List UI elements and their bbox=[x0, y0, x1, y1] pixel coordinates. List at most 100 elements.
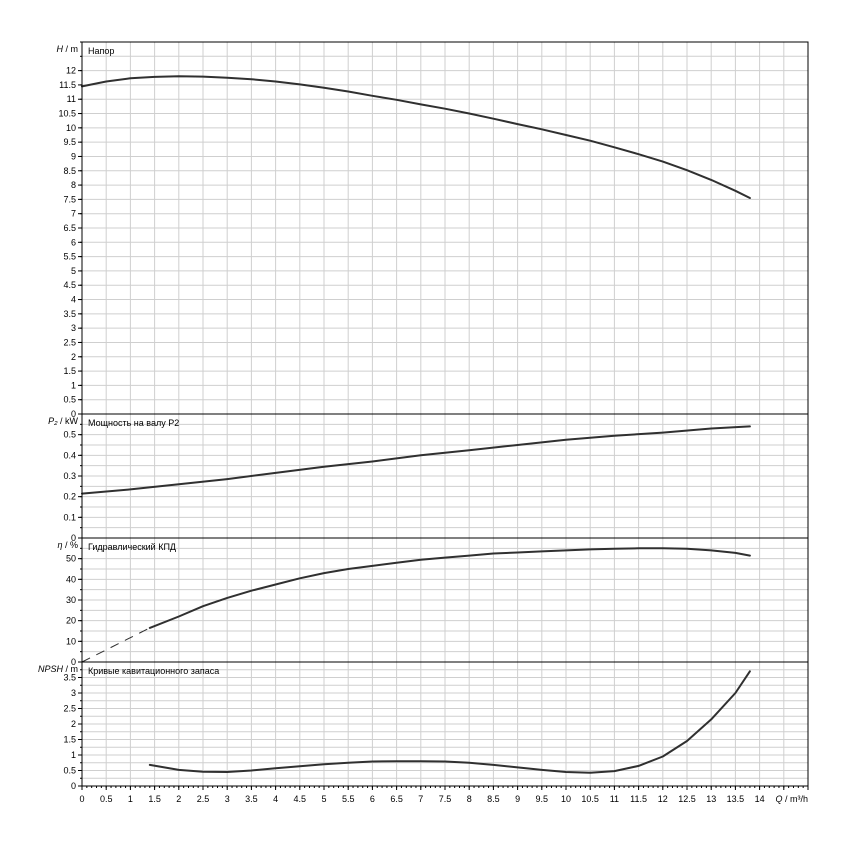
power-curve bbox=[81, 425, 751, 495]
head-curve bbox=[81, 75, 751, 199]
x-tick-label: 6 bbox=[370, 794, 375, 804]
x-tick-label: 4 bbox=[273, 794, 278, 804]
efficiency-ytick-label: 0 bbox=[71, 657, 76, 667]
head-ytick-label: 3.5 bbox=[63, 309, 76, 319]
head-ytick-label: 10 bbox=[66, 123, 76, 133]
npsh-y-axis-label-symbol: NPSH bbox=[38, 664, 66, 674]
head-ytick-label: 5 bbox=[71, 266, 76, 276]
x-tick-label: 2.5 bbox=[197, 794, 210, 804]
head-y-axis-label: H / m bbox=[57, 44, 79, 54]
efficiency-y-axis-label-symbol: η bbox=[57, 540, 65, 550]
x-tick-label: 8.5 bbox=[487, 794, 500, 804]
npsh-ytick-label: 3 bbox=[71, 688, 76, 698]
head-ytick-label: 9 bbox=[71, 151, 76, 161]
head-ytick-label: 1 bbox=[71, 380, 76, 390]
x-tick-label: 0.5 bbox=[100, 794, 113, 804]
head-ytick-label: 12 bbox=[66, 66, 76, 76]
npsh-ytick-label: 2 bbox=[71, 719, 76, 729]
x-tick-label: 7 bbox=[418, 794, 423, 804]
efficiency-ytick-label: 30 bbox=[66, 595, 76, 605]
power-y-axis-label: P₂ / kW bbox=[48, 416, 78, 426]
x-tick-label: 13.5 bbox=[727, 794, 745, 804]
head-ytick-label: 1.5 bbox=[63, 366, 76, 376]
x-tick-label: 11 bbox=[610, 794, 619, 804]
power-ytick-label: 0.4 bbox=[63, 450, 76, 460]
head-ytick-label: 0 bbox=[71, 409, 76, 419]
x-tick-label: 10 bbox=[561, 794, 571, 804]
head-ytick-label: 6.5 bbox=[63, 223, 76, 233]
x-tick-label: 11.5 bbox=[630, 794, 647, 804]
efficiency-curve bbox=[148, 547, 751, 629]
head-ytick-label: 3 bbox=[71, 323, 76, 333]
x-tick-label: 7.5 bbox=[439, 794, 452, 804]
efficiency-y-axis-label: η / % bbox=[57, 540, 78, 550]
power-ytick-label: 0.5 bbox=[63, 430, 76, 440]
x-axis-label-unit: / m³/h bbox=[785, 794, 808, 804]
power-ytick-label: 0.3 bbox=[63, 471, 76, 481]
x-tick-label: 1.5 bbox=[148, 794, 161, 804]
power-y-axis-label-symbol: P₂ bbox=[48, 416, 60, 426]
x-tick-label: 9 bbox=[515, 794, 520, 804]
x-axis-label: Q / m³/h bbox=[775, 794, 808, 804]
frame-layer bbox=[78, 41, 809, 790]
head-ytick-label: 11.5 bbox=[59, 80, 76, 90]
efficiency-ytick-label: 20 bbox=[66, 616, 76, 626]
head-ytick-label: 6 bbox=[71, 237, 76, 247]
x-tick-label: 3 bbox=[225, 794, 230, 804]
x-tick-label: 4.5 bbox=[294, 794, 307, 804]
head-ytick-label: 4 bbox=[71, 295, 76, 305]
x-tick-label: 9.5 bbox=[536, 794, 549, 804]
efficiency-curve-extrapolated bbox=[81, 627, 151, 663]
x-tick-label: 14 bbox=[755, 794, 765, 804]
efficiency-ytick-label: 10 bbox=[66, 636, 76, 646]
head-ytick-label: 7 bbox=[71, 209, 76, 219]
x-tick-label: 5.5 bbox=[342, 794, 355, 804]
npsh-y-axis-label: NPSH / m bbox=[38, 664, 78, 674]
npsh-ytick-label: 2.5 bbox=[63, 704, 76, 714]
power-y-axis-label-unit: / kW bbox=[60, 416, 79, 426]
head-ytick-label: 8.5 bbox=[63, 166, 76, 176]
head-ytick-label: 5.5 bbox=[63, 252, 76, 262]
head-ytick-label: 9.5 bbox=[63, 137, 76, 147]
head-ytick-label: 10.5 bbox=[58, 109, 76, 119]
x-tick-label: 2 bbox=[176, 794, 181, 804]
head-y-axis-label-symbol: H bbox=[57, 44, 66, 54]
x-tick-label: 6.5 bbox=[390, 794, 403, 804]
npsh-ytick-label: 3.5 bbox=[63, 673, 76, 683]
efficiency-y-axis-label-unit: / % bbox=[65, 540, 78, 550]
efficiency-ytick-label: 50 bbox=[66, 554, 76, 564]
x-tick-label: 3.5 bbox=[245, 794, 258, 804]
npsh-curve bbox=[148, 670, 751, 774]
head-y-axis-label-unit: / m bbox=[66, 44, 79, 54]
power-panel-title: Мощность на валу P2 bbox=[88, 418, 179, 428]
x-tick-label: 5 bbox=[321, 794, 326, 804]
x-axis-label-symbol: Q bbox=[775, 794, 785, 804]
power-ytick-label: 0 bbox=[71, 533, 76, 543]
head-ytick-label: 8 bbox=[71, 180, 76, 190]
x-tick-label: 12 bbox=[658, 794, 668, 804]
npsh-panel-title: Кривые кавитационного запаса bbox=[88, 666, 219, 676]
power-ytick-label: 0.2 bbox=[63, 492, 76, 502]
power-ytick-label: 0.1 bbox=[63, 512, 76, 522]
head-ytick-label: 2.5 bbox=[63, 337, 76, 347]
npsh-ytick-label: 0 bbox=[71, 781, 76, 791]
efficiency-ytick-label: 40 bbox=[66, 574, 76, 584]
curve-layer bbox=[81, 75, 751, 774]
npsh-ytick-label: 1 bbox=[71, 750, 76, 760]
x-tick-label: 12.5 bbox=[678, 794, 696, 804]
head-ytick-label: 2 bbox=[71, 352, 76, 362]
npsh-y-axis-label-unit: / m bbox=[66, 664, 79, 674]
head-ytick-label: 4.5 bbox=[63, 280, 76, 290]
text-layer: 00.511.522.533.544.555.566.577.588.599.5… bbox=[38, 44, 808, 804]
x-tick-label: 1 bbox=[128, 794, 133, 804]
efficiency-panel-title: Гидравлический КПД bbox=[88, 542, 176, 552]
npsh-ytick-label: 1.5 bbox=[63, 735, 76, 745]
x-tick-label: 13 bbox=[706, 794, 716, 804]
head-ytick-label: 7.5 bbox=[63, 194, 76, 204]
head-ytick-label: 0.5 bbox=[63, 395, 76, 405]
head-panel-title: Напор bbox=[88, 46, 114, 56]
x-tick-label: 0 bbox=[79, 794, 84, 804]
head-ytick-label: 11 bbox=[67, 94, 76, 104]
x-tick-label: 10.5 bbox=[581, 794, 599, 804]
